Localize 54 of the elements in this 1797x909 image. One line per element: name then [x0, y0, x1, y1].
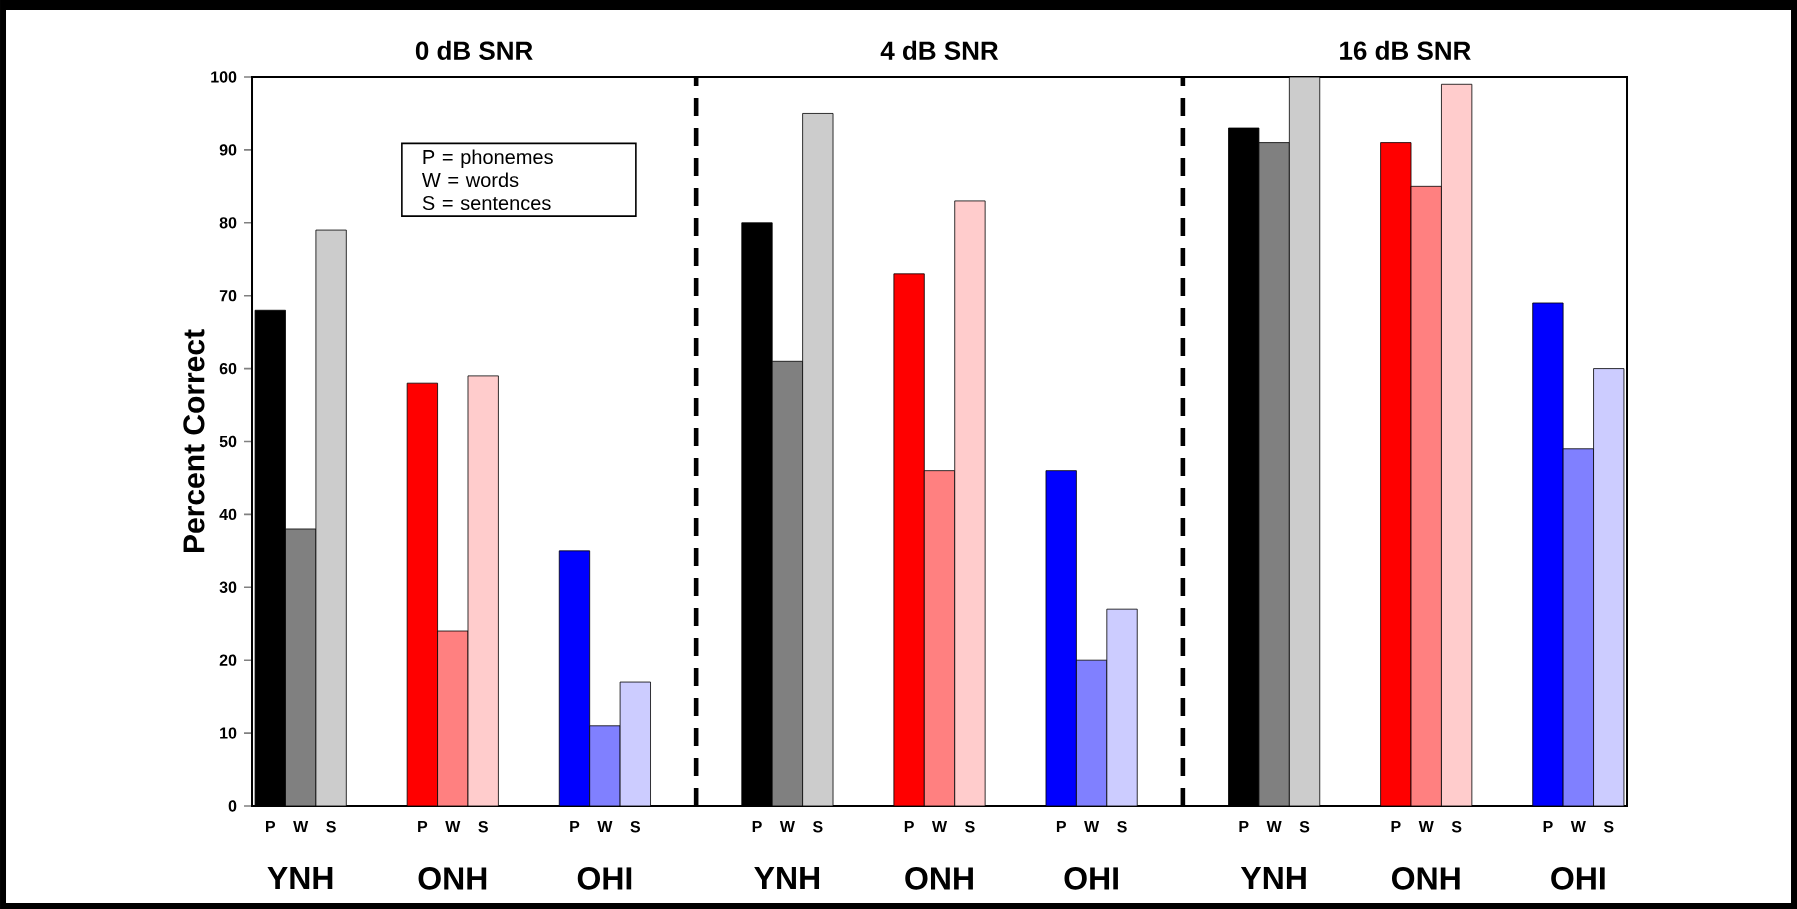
text: YNH [754, 867, 820, 890]
x-tick-label: W [779, 821, 795, 833]
x-tick-label: S [326, 821, 336, 833]
x-tick-label: P [752, 821, 762, 833]
x-tick-label: S [1603, 821, 1614, 833]
x-tick-label: S [478, 821, 488, 833]
x-tick-label: W [1570, 821, 1586, 833]
x-tick-label: P [1239, 821, 1249, 833]
text: 0 dB SNR [415, 40, 533, 60]
x-tick-label: S [1299, 821, 1310, 833]
text: ONH [418, 867, 487, 890]
x-tick-label: P [1391, 821, 1401, 833]
x-tick-label: W [445, 821, 461, 833]
y-tick-label: 50 [219, 435, 237, 448]
text: YNH [267, 867, 333, 890]
y-tick-label: 20 [219, 654, 237, 666]
x-tick-label: P [570, 821, 580, 833]
y-tick-label: 70 [219, 290, 237, 302]
x-tick-label: P [266, 821, 276, 833]
y-tick-label: 40 [219, 508, 237, 521]
x-tick-label: P [1056, 821, 1066, 833]
x-tick-label: P [1543, 821, 1553, 833]
x-tick-label: S [1117, 821, 1127, 833]
text: 16 dB SNR [1340, 40, 1471, 60]
text: ONH [1392, 867, 1460, 890]
annotation: W = words [421, 172, 519, 188]
text: ONH [905, 867, 973, 890]
x-tick-label: W [597, 821, 613, 833]
x-tick-label: S [812, 821, 823, 833]
x-tick-label: W [293, 821, 309, 833]
text: YNH [1240, 867, 1306, 890]
x-tick-label: P [418, 821, 428, 833]
y-tick-label: 30 [219, 581, 237, 593]
text: OHI [1551, 867, 1605, 890]
x-tick-label: W [931, 821, 948, 833]
x-tick-label: W [1266, 821, 1282, 833]
x-tick-label: S [965, 821, 975, 833]
text: 4 dB SNR [880, 40, 999, 60]
y-tick-label: 10 [220, 727, 237, 739]
x-tick-label: W [1418, 821, 1434, 833]
annotation: P = phonemes [423, 149, 553, 169]
x-tick-label: S [630, 821, 641, 833]
x-tick-label: P [904, 821, 914, 833]
y-tick-label: 60 [219, 362, 237, 375]
annotation: S = sentences [422, 195, 551, 211]
y-tick-label: 100 [211, 71, 237, 83]
y-tick-label: 0 [228, 800, 237, 812]
y-tick-label: 80 [219, 217, 237, 229]
text: OHI [577, 867, 632, 890]
x-tick-label: W [1084, 821, 1100, 833]
text: OHI [1064, 867, 1118, 890]
x-tick-label: S [1451, 821, 1462, 833]
y-axis-title: Percent Correct [183, 329, 205, 553]
y-tick-label: 90 [219, 144, 237, 156]
